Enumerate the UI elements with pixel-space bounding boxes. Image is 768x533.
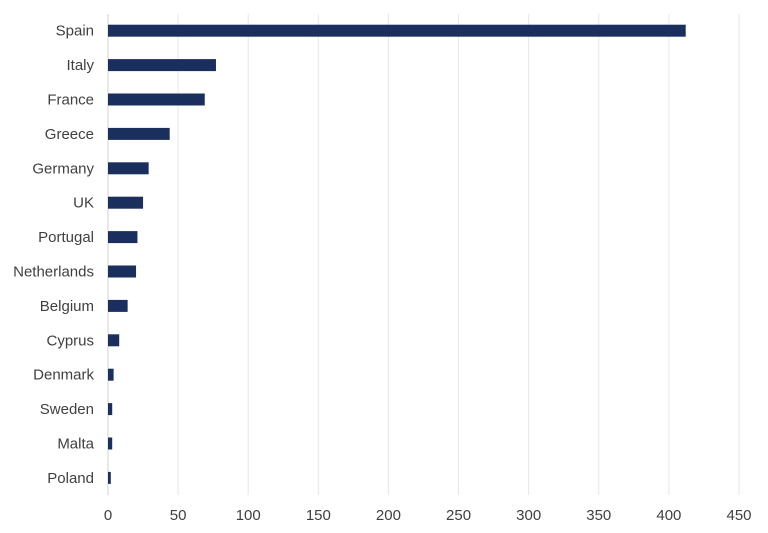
- bar: [108, 403, 113, 416]
- bars: [108, 24, 686, 484]
- x-tick-label: 100: [236, 507, 261, 524]
- category-label: France: [47, 92, 94, 109]
- bar: [108, 334, 120, 347]
- bar: [108, 93, 205, 106]
- x-tick-label: 300: [516, 507, 541, 524]
- x-tick-label: 150: [306, 507, 331, 524]
- x-tick-label: 250: [446, 507, 471, 524]
- category-label: Italy: [66, 57, 94, 74]
- category-label: Malta: [57, 436, 94, 453]
- x-tick-label: 200: [376, 507, 401, 524]
- category-label: Greece: [45, 126, 94, 143]
- category-label: UK: [73, 195, 94, 212]
- bar: [108, 127, 170, 140]
- category-label: Sweden: [40, 401, 94, 418]
- category-labels: Spain Italy France Greece Germany UK Portugal N…: [13, 23, 95, 487]
- x-tick-label: 0: [104, 507, 112, 524]
- bar: [108, 196, 144, 209]
- bar: [108, 471, 111, 484]
- x-tick-label: 400: [656, 507, 681, 524]
- bar: [108, 24, 686, 37]
- category-label: Denmark: [33, 367, 94, 384]
- bar: [108, 265, 137, 278]
- category-label: Spain: [56, 23, 94, 40]
- category-label: Netherlands: [13, 264, 94, 281]
- x-axis-tick-labels: 0 50 100 150 200 250 300 350 400 450: [104, 507, 752, 524]
- x-tick-label: 50: [170, 507, 187, 524]
- category-label: Germany: [32, 160, 94, 177]
- bar: [108, 231, 138, 244]
- x-tick-label: 450: [726, 507, 751, 524]
- category-label: Poland: [47, 470, 94, 487]
- gridlines: [107, 14, 740, 495]
- x-tick-label: 350: [586, 507, 611, 524]
- bar: [108, 368, 114, 381]
- bar: [108, 437, 113, 450]
- category-label: Cyprus: [46, 332, 94, 349]
- bar: [108, 59, 216, 72]
- bar: [108, 299, 128, 312]
- bar: [108, 162, 149, 175]
- category-label: Portugal: [38, 229, 94, 246]
- category-label: Belgium: [40, 298, 94, 315]
